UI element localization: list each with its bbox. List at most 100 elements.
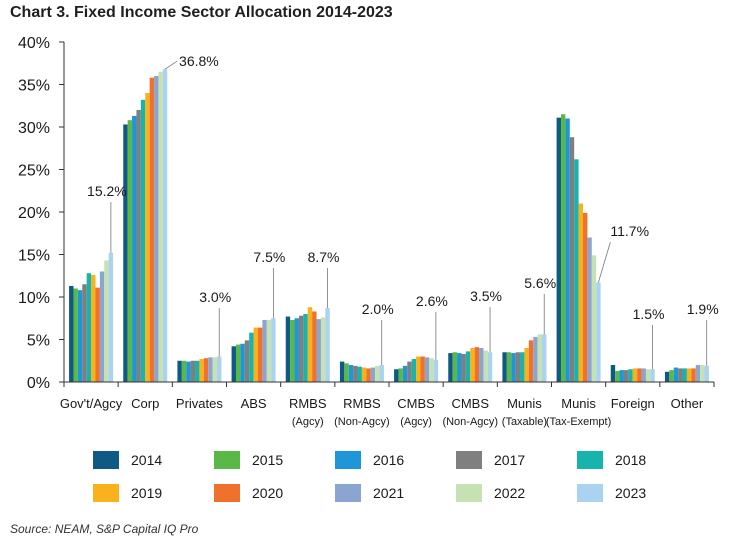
bar xyxy=(95,287,100,382)
bar xyxy=(231,346,236,382)
bar xyxy=(145,93,150,382)
bar xyxy=(244,340,250,382)
bar xyxy=(320,317,326,382)
bar xyxy=(402,365,408,382)
bar xyxy=(203,358,209,382)
bar xyxy=(479,348,484,382)
bar xyxy=(366,368,371,382)
annotations: 15.2% 36.8% 3.0% 7.5% 8.7% 2.0% 2.6% 3.5% 5.6% 11… xyxy=(87,53,719,370)
bar xyxy=(623,370,629,382)
y-tick-label: 5% xyxy=(27,333,50,350)
bar xyxy=(82,284,87,382)
bar xyxy=(99,271,105,382)
x-tick-label: Privates xyxy=(176,396,223,411)
x-tick-label-sub: (Non-Agcy) xyxy=(442,416,498,428)
bar xyxy=(424,357,430,382)
y-tick-label: 40% xyxy=(18,35,50,52)
source-note: Source: NEAM, S&P Capital IQ Pro xyxy=(10,522,199,536)
bar xyxy=(208,357,213,382)
bar xyxy=(123,124,128,382)
annotation-label: 5.6% xyxy=(524,275,556,291)
y-tick-label: 0% xyxy=(27,375,50,392)
bar xyxy=(407,361,412,382)
legend-swatch xyxy=(456,484,482,502)
bar xyxy=(235,344,241,382)
annotation-label: 1.9% xyxy=(687,301,719,317)
bar xyxy=(474,347,480,382)
legend-label: 2023 xyxy=(615,485,646,501)
x-tick-label: Foreign xyxy=(611,396,655,411)
annotation-label: 8.7% xyxy=(308,249,340,265)
bar xyxy=(195,360,200,382)
x-axis: Gov't/Agcy Corp Privates ABS RMBS (Agcy) RMBS (… xyxy=(60,381,715,428)
bar xyxy=(344,363,349,382)
legend-swatch xyxy=(577,451,603,469)
y-tick-label: 15% xyxy=(18,248,50,265)
x-tick-label: RMBS xyxy=(343,396,381,411)
annotation-label: 2.0% xyxy=(362,301,394,317)
bar xyxy=(375,365,380,382)
bar xyxy=(565,118,570,382)
legend-swatch xyxy=(93,451,119,469)
bar xyxy=(569,137,575,382)
y-tick-label: 25% xyxy=(18,163,50,180)
bar xyxy=(686,368,692,382)
bar xyxy=(483,350,488,382)
y-tick-label: 35% xyxy=(18,78,50,95)
bar xyxy=(457,353,462,382)
bar xyxy=(700,365,705,382)
bar xyxy=(632,368,638,382)
bar xyxy=(127,120,133,382)
annotation-label: 11.7% xyxy=(610,223,649,239)
bar xyxy=(591,255,597,382)
legend-label: 2016 xyxy=(373,452,404,468)
bar xyxy=(257,327,263,382)
bar xyxy=(637,368,642,382)
bar xyxy=(641,368,646,382)
legend-label: 2020 xyxy=(252,485,283,501)
bar xyxy=(673,367,679,382)
legend-label: 2014 xyxy=(131,452,162,468)
bar xyxy=(520,352,525,382)
bar xyxy=(253,327,258,382)
x-tick-label: Munis xyxy=(561,396,596,411)
bar xyxy=(190,360,196,382)
bar xyxy=(664,371,670,382)
legend-label: 2018 xyxy=(615,452,646,468)
bar xyxy=(650,369,655,382)
legend-label: 2015 xyxy=(252,452,283,468)
annotation-label: 36.8% xyxy=(179,53,219,69)
bar xyxy=(394,369,399,382)
bar xyxy=(298,315,304,382)
y-tick-label: 10% xyxy=(18,290,50,307)
bar xyxy=(695,365,701,382)
y-tick-label: 30% xyxy=(18,120,50,137)
bar xyxy=(325,308,330,382)
bar xyxy=(704,365,709,382)
legend-label: 2022 xyxy=(494,485,525,501)
x-tick-label: Munis xyxy=(507,396,542,411)
bar xyxy=(104,260,109,382)
bar xyxy=(177,360,182,382)
bar xyxy=(533,336,538,382)
annotation-label: 7.5% xyxy=(253,249,285,265)
legend-swatch xyxy=(335,451,361,469)
bar xyxy=(285,316,291,382)
bar xyxy=(357,366,362,382)
bar xyxy=(528,340,534,382)
x-tick-label: CMBS xyxy=(451,396,489,411)
bar xyxy=(294,318,299,382)
bar xyxy=(411,359,417,382)
annotation-label: 1.5% xyxy=(633,306,665,322)
bar xyxy=(199,359,204,382)
bar xyxy=(465,351,471,382)
bar xyxy=(154,76,159,382)
bar xyxy=(542,334,547,382)
bar xyxy=(240,343,245,382)
bar xyxy=(691,368,696,382)
bar xyxy=(290,319,295,382)
bar xyxy=(433,359,439,382)
bar xyxy=(587,237,592,382)
bar xyxy=(596,282,601,382)
